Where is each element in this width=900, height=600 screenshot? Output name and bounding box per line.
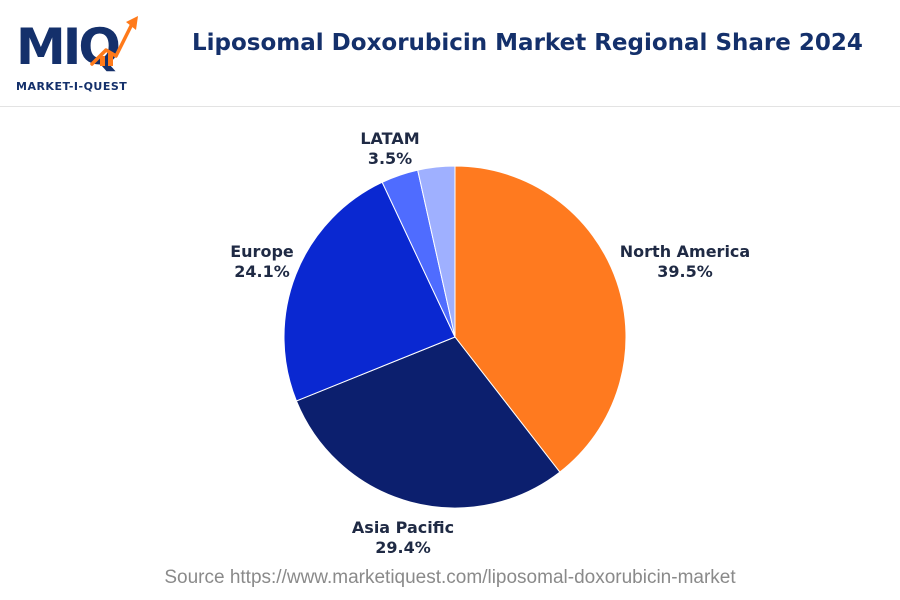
slice-value-label: 29.4% (375, 538, 431, 557)
slice-label: LATAM (360, 129, 419, 148)
pie-slices (283, 165, 627, 509)
page-title: Liposomal Doxorubicin Market Regional Sh… (192, 30, 863, 56)
slice-label: North America (620, 242, 750, 261)
growth-arrow-icon (90, 16, 138, 66)
source-note[interactable]: Source https://www.marketiquest.com/lipo… (164, 567, 736, 588)
brand-logo[interactable]: MIQ MARKET-I-QUEST (14, 10, 144, 96)
slice-label: Europe (230, 242, 294, 261)
logo-tagline: MARKET-I-QUEST (16, 80, 128, 93)
slice-value-label: 3.5% (368, 149, 412, 168)
pie-slice-north-america[interactable] (454, 165, 627, 473)
slice-value-label: 39.5% (657, 262, 713, 281)
slice-label: Asia Pacific (352, 518, 454, 537)
pie-slice-latam[interactable] (417, 165, 456, 338)
pie-slice-asia-pacific[interactable] (295, 336, 561, 509)
slice-value-label: 24.1% (234, 262, 290, 281)
header: MIQ MARKET-I-QUEST Liposomal Doxorubicin… (0, 0, 900, 107)
pie-slice-europe[interactable] (283, 181, 456, 402)
